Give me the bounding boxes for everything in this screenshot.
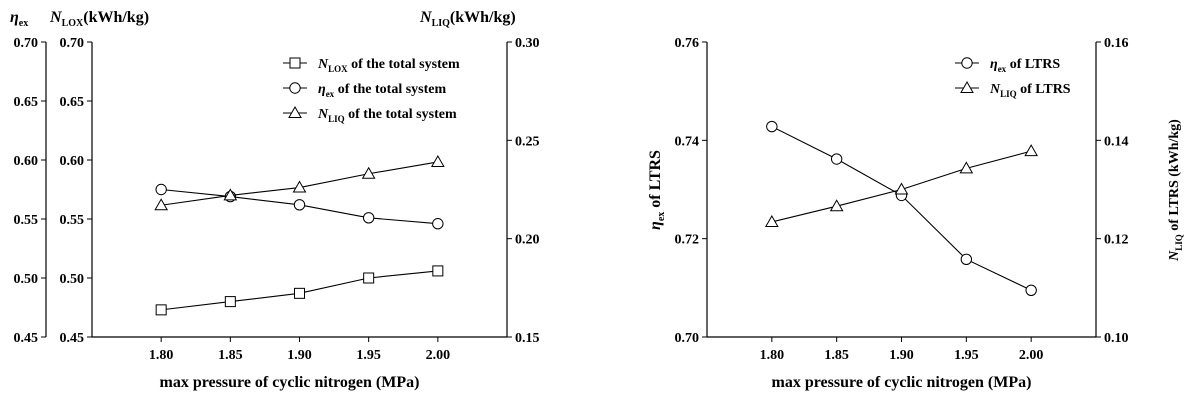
data-point-triangle [292, 180, 307, 193]
legend-label: NLIQ of LTRS [989, 82, 1071, 99]
legend-label: NLOX of the total system [317, 57, 460, 74]
data-point-circle [1025, 284, 1037, 296]
left-ticks: 0.70 0.72 0.74 0.76 [675, 36, 707, 346]
x-tick-label: 1.85 [824, 348, 849, 363]
data-point-square [432, 265, 444, 277]
y-tick-label: 0.60 [60, 154, 85, 169]
x-tick-label: 1.80 [760, 348, 785, 363]
data-point-circle [766, 120, 778, 133]
data-point-circle [432, 218, 444, 230]
series-line-circle [771, 126, 1032, 291]
data-point-triangle [894, 182, 909, 195]
data-point-circle [362, 212, 375, 224]
data-point-circle [960, 253, 973, 266]
x-tick-label: 1.95 [356, 348, 381, 363]
data-point-square [224, 296, 236, 308]
legend-label: ηex of the total system [318, 82, 446, 99]
data-point-square [294, 287, 305, 299]
y-tick-label: 0.30 [515, 36, 540, 51]
nliq-ticks: 0.15 0.20 0.25 0.30 [507, 36, 540, 346]
data-point-triangle [223, 188, 238, 201]
y-tick-label: 0.45 [60, 331, 85, 346]
eta-ticks: 0.45 0.50 0.55 0.60 0.65 0.70 [14, 36, 46, 346]
y-tick-label: 0.55 [14, 213, 39, 228]
data-point-triangle [829, 199, 844, 212]
y-tick-label: 0.72 [675, 233, 700, 248]
x-tick-label: 1.90 [287, 348, 312, 363]
x-tick-label: 1.85 [218, 348, 243, 363]
data-point-triangle [154, 198, 169, 211]
legend-marker-square [289, 57, 301, 69]
chart-2: 1.80 1.85 1.90 1.95 2.00 max pressure of cycl… [647, 42, 1184, 391]
y-tick-label: 0.65 [60, 95, 85, 110]
data-point-triangle [959, 161, 974, 174]
y-tick-label: 0.16 [1104, 36, 1129, 51]
y-tick-label: 0.70 [14, 36, 39, 51]
y-tick-label: 0.10 [1104, 331, 1129, 346]
right-ticks: 0.10 0.12 0.14 0.16 [1096, 36, 1129, 346]
data-point-triangle [764, 214, 779, 227]
y-tick-label: 0.50 [60, 272, 85, 287]
y-axis-label-left: ηex of LTRS [647, 150, 667, 230]
data-point-circle [830, 153, 843, 165]
x-tick-label: 1.90 [889, 348, 914, 363]
legend: NLOX of the total system ηex of the total… [283, 57, 460, 124]
y-tick-label: 0.15 [515, 331, 540, 346]
legend-label: NLIQ of the total system [317, 107, 457, 124]
chart-1: 1.80 1.85 1.90 1.95 2.00 max pressure of cycl… [10, 9, 516, 391]
nlox-axis-label: NLOX(kWh/kg) [49, 9, 149, 29]
legend-marker-circle [961, 57, 973, 69]
eta-axis-label: ηex [10, 9, 28, 29]
y-tick-label: 0.45 [14, 331, 39, 346]
data-point-triangle [1024, 144, 1039, 157]
y-tick-label: 0.14 [1104, 134, 1129, 149]
y-tick-label: 0.60 [14, 154, 39, 169]
data-point-circle [293, 199, 306, 211]
legend-marker-circle [289, 82, 301, 94]
data-point-triangle [361, 166, 376, 179]
y-tick-label: 0.76 [675, 36, 700, 51]
y-tick-label: 0.70 [675, 331, 700, 346]
x-tick-label: 2.00 [1019, 348, 1044, 363]
y-tick-label: 0.74 [675, 134, 700, 149]
data-point-square [363, 272, 375, 284]
y-tick-label: 0.20 [515, 233, 540, 248]
x-tick-label: 1.80 [149, 348, 174, 363]
y-tick-label: 0.25 [515, 134, 540, 149]
nliq-axis-label: NLIQ(kWh/kg) [419, 9, 516, 29]
legend-label: ηex of LTRS [990, 57, 1060, 74]
y-tick-label: 0.12 [1104, 233, 1129, 248]
nlox-ticks: 0.45 0.50 0.55 0.60 0.65 0.70 [60, 36, 92, 346]
legend: ηex of LTRS NLIQ of LTRS [955, 57, 1071, 99]
x-axis-label: max pressure of cyclic nitrogen (MPa) [160, 374, 420, 391]
y-tick-label: 0.65 [14, 95, 39, 110]
y-tick-label: 0.70 [60, 36, 85, 51]
x-axis-label: max pressure of cyclic nitrogen (MPa) [772, 374, 1032, 391]
y-tick-label: 0.50 [14, 272, 39, 287]
x-tick-label: 2.00 [426, 348, 451, 363]
y-tick-label: 0.55 [60, 213, 85, 228]
data-point-square [155, 304, 167, 316]
legend-marker-triangle [288, 105, 302, 118]
data-point-circle [155, 183, 167, 196]
data-point-triangle [430, 154, 445, 167]
legend-marker-triangle [960, 80, 974, 93]
x-tick-label: 1.95 [954, 348, 979, 363]
y-axis-label-right: NLIQ of LTRS (kWh/kg) [1167, 119, 1184, 262]
